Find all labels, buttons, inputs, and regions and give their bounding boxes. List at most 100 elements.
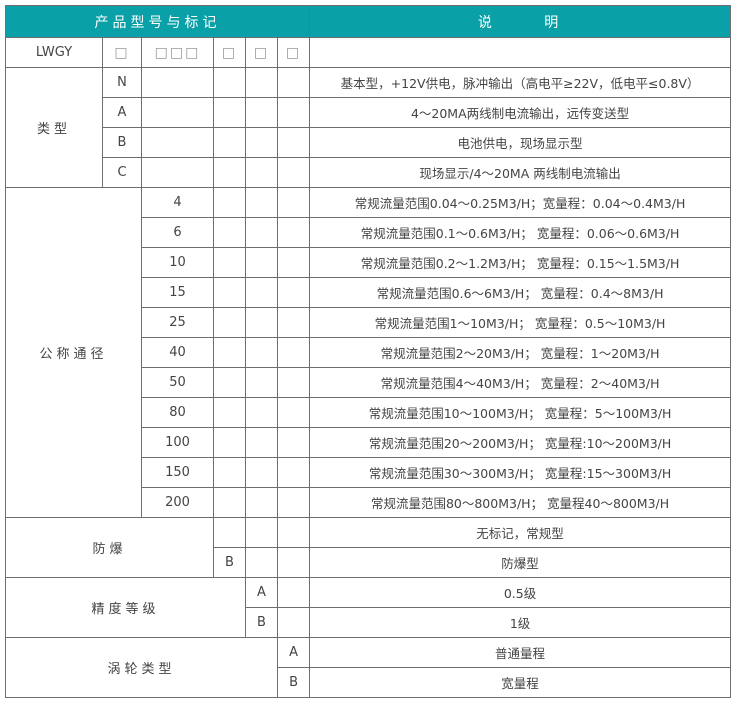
diameter-code: 200 — [141, 487, 214, 518]
diameter-description: 常规流量范围1～10M3/H； 宽量程：0.5～10M3/H — [309, 307, 732, 338]
empty-cell — [141, 67, 214, 98]
empty-cell — [245, 367, 278, 398]
empty-cell — [276, 307, 311, 338]
empty-cell — [213, 217, 246, 248]
empty-cell — [276, 547, 311, 578]
empty-cell — [245, 127, 278, 158]
empty-cell — [276, 277, 311, 308]
empty-cell — [276, 607, 311, 638]
diameter-row: 100 常规流量范围20～200M3/H； 宽量程:10～200M3/H — [6, 427, 732, 458]
description-header: 说 明 — [309, 5, 732, 38]
diameter-code: 50 — [141, 367, 214, 398]
empty-cell — [276, 427, 311, 458]
diameter-description: 常规流量范围20～200M3/H； 宽量程:10～200M3/H — [309, 427, 732, 458]
empty-cell — [141, 127, 214, 158]
accuracy-label: 精度等级 — [5, 577, 246, 638]
type-label: 类型 — [5, 67, 103, 188]
empty-cell — [213, 307, 246, 338]
empty-cell — [276, 217, 311, 248]
empty-cell — [213, 397, 246, 428]
diameter-row: 15 常规流量范围0.6～6M3/H； 宽量程：0.4～8M3/H — [6, 277, 732, 308]
type-description: 电池供电，现场显示型 — [309, 127, 732, 158]
empty-cell — [213, 97, 246, 128]
explosion-row: B 防爆型 — [6, 547, 732, 578]
empty-cell — [276, 457, 311, 488]
type-row: B 电池供电，现场显示型 — [6, 127, 732, 158]
empty-cell — [213, 187, 246, 218]
type-description: 基本型，+12V供电，脉冲输出（高电平≥22V，低电平≤0.8V） — [309, 67, 732, 98]
empty-cell — [245, 517, 278, 548]
diameter-code: 150 — [141, 457, 214, 488]
code-box: □□□ — [141, 37, 214, 68]
explosion-row: 防爆 无标记，常规型 — [5, 517, 732, 578]
empty-cell — [245, 397, 278, 428]
empty-cell — [245, 487, 278, 518]
type-row: A 4～20MA两线制电流输出，远传变送型 — [6, 97, 732, 128]
model-prefix: LWGY — [5, 37, 103, 68]
empty-cell — [276, 577, 311, 608]
code-box: □ — [102, 37, 142, 68]
accuracy-row: 精度等级 A 0.5级 — [5, 577, 732, 638]
turbine-code: A — [276, 637, 311, 668]
turbine-code: B — [276, 667, 311, 698]
empty-cell — [245, 307, 278, 338]
empty-cell — [276, 367, 311, 398]
empty-cell — [213, 157, 246, 188]
code-box: □ — [213, 37, 246, 68]
empty-cell — [245, 67, 278, 98]
turbine-description: 宽量程 — [309, 667, 732, 698]
empty-cell — [213, 487, 246, 518]
model-header: 产品型号与标记 — [4, 5, 311, 38]
type-description: 4～20MA两线制电流输出，远传变送型 — [309, 97, 732, 128]
diameter-code: 4 — [141, 187, 214, 218]
diameter-row: 40 常规流量范围2～20M3/H； 宽量程：1～20M3/H — [6, 337, 732, 368]
diameter-code: 40 — [141, 337, 214, 368]
explosion-description: 无标记，常规型 — [309, 517, 732, 548]
empty-cell — [245, 187, 278, 218]
explosion-label: 防爆 — [5, 517, 214, 578]
accuracy-row: B 1级 — [6, 607, 732, 638]
turbine-label: 涡轮类型 — [5, 637, 278, 698]
empty-cell — [276, 247, 311, 278]
code-box: □ — [276, 37, 311, 68]
type-code: C — [102, 157, 142, 188]
diameter-row: 150 常规流量范围30～300M3/H； 宽量程:15～300M3/H — [6, 457, 732, 488]
accuracy-code: B — [245, 607, 278, 638]
type-description: 现场显示/4～20MA 两线制电流输出 — [309, 157, 732, 188]
accuracy-description: 1级 — [309, 607, 732, 638]
turbine-description: 普通量程 — [309, 637, 732, 668]
diameter-code: 80 — [141, 397, 214, 428]
diameter-description: 常规流量范围0.2～1.2M3/H； 宽量程：0.15～1.5M3/H — [309, 247, 732, 278]
empty-cell — [213, 367, 246, 398]
diameter-description: 常规流量范围10～100M3/H； 宽量程：5～100M3/H — [309, 397, 732, 428]
empty-cell — [245, 337, 278, 368]
diameter-description: 常规流量范围30～300M3/H； 宽量程:15～300M3/H — [309, 457, 732, 488]
empty-cell — [245, 217, 278, 248]
diameter-description: 常规流量范围0.6～6M3/H； 宽量程：0.4～8M3/H — [309, 277, 732, 308]
diameter-description: 常规流量范围0.1～0.6M3/H； 宽量程：0.06～0.6M3/H — [309, 217, 732, 248]
empty-cell — [276, 337, 311, 368]
header-row: 产品型号与标记 说 明 — [4, 5, 732, 38]
type-code: A — [102, 97, 142, 128]
empty-cell — [276, 397, 311, 428]
empty-cell — [141, 97, 214, 128]
diameter-row: 10 常规流量范围0.2～1.2M3/H； 宽量程：0.15～1.5M3/H — [6, 247, 732, 278]
type-code: B — [102, 127, 142, 158]
accuracy-code: A — [245, 577, 278, 608]
empty-cell — [245, 277, 278, 308]
code-desc — [309, 37, 732, 68]
empty-cell — [213, 127, 246, 158]
type-code: N — [102, 67, 142, 98]
accuracy-description: 0.5级 — [309, 577, 732, 608]
code-row: LWGY □ □□□ □ □ □ — [5, 37, 732, 68]
diameter-code: 10 — [141, 247, 214, 278]
diameter-code: 100 — [141, 427, 214, 458]
empty-cell — [245, 157, 278, 188]
empty-cell — [276, 487, 311, 518]
diameter-description: 常规流量范围80～800M3/H； 宽量程40～800M3/H — [309, 487, 732, 518]
empty-cell — [276, 127, 311, 158]
type-row: C 现场显示/4～20MA 两线制电流输出 — [6, 157, 732, 188]
empty-cell — [245, 247, 278, 278]
empty-cell — [276, 517, 311, 548]
turbine-row: B 宽量程 — [6, 667, 732, 698]
